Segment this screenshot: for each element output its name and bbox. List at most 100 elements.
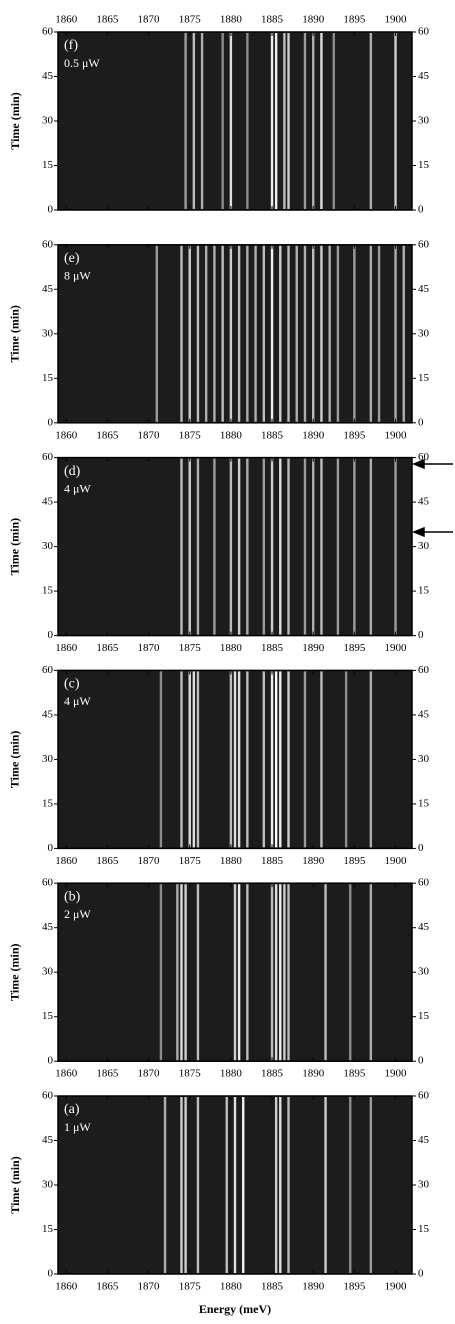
spectral-line (233, 884, 237, 1061)
panel-label: (d) (64, 464, 81, 479)
y-tick-label: 0 (48, 204, 54, 216)
spectral-line (287, 1097, 290, 1273)
spectral-line (312, 458, 315, 635)
spectral-line (402, 245, 405, 422)
x-tick-label: 1880 (220, 14, 243, 26)
spectral-line (237, 884, 241, 1061)
x-tick-label: 1885 (261, 429, 284, 441)
y-axis-label: Time (min) (8, 518, 22, 575)
y-tick-label-right: 30 (418, 753, 430, 765)
y-tick-label-right: 60 (418, 26, 430, 38)
y-tick-label: 15 (42, 1223, 54, 1235)
x-tick-label: 1890 (302, 14, 325, 26)
x-tick-label: 1885 (261, 1281, 284, 1293)
y-tick-label: 45 (42, 496, 54, 508)
power-label: 0.5 μW (64, 56, 100, 70)
panel-label: (f) (64, 38, 78, 53)
panel-label: (a) (64, 1102, 80, 1117)
x-tick-label: 1865 (96, 642, 119, 654)
x-tick-label: 1895 (343, 1281, 366, 1293)
spectral-line (295, 245, 298, 422)
spectral-line (184, 33, 187, 209)
y-tick-label-right: 15 (418, 1223, 430, 1235)
x-tick-label: 1880 (220, 1281, 243, 1293)
x-tick-label: 1880 (220, 855, 243, 867)
x-tick-label: 1865 (96, 14, 119, 26)
y-tick-label: 15 (42, 585, 54, 597)
x-tick-label: 1885 (261, 855, 284, 867)
spectral-line (283, 33, 286, 209)
spectral-line (377, 245, 381, 422)
x-tick-label: 1865 (96, 855, 119, 867)
x-tick-label: 1895 (343, 642, 366, 654)
y-tick-label: 60 (42, 1090, 54, 1102)
spectral-line (369, 884, 373, 1061)
y-tick-label: 45 (42, 1134, 54, 1146)
panel-label: (e) (64, 251, 80, 266)
x-tick-label: 1875 (179, 855, 202, 867)
x-tick-label: 1860 (55, 14, 78, 26)
x-tick-label: 1895 (343, 14, 366, 26)
y-tick-label-right: 0 (418, 1055, 424, 1067)
spectral-line (180, 458, 183, 635)
spectral-line (242, 1097, 245, 1273)
spectral-line (274, 33, 278, 209)
x-tick-label: 1860 (55, 1281, 78, 1293)
spectral-line (221, 33, 224, 209)
x-tick-label: 1860 (55, 855, 78, 867)
y-axis-label: Time (min) (8, 731, 22, 788)
spectral-line (369, 671, 373, 848)
spectral-line (312, 33, 315, 209)
spectral-line (188, 245, 191, 422)
x-tick-label: 1875 (179, 1068, 202, 1080)
x-tick-label: 1880 (220, 429, 243, 441)
spectral-line (184, 884, 187, 1061)
x-tick-label: 1890 (302, 429, 325, 441)
spectral-line (229, 245, 233, 422)
y-tick-label-right: 30 (418, 540, 430, 552)
spectral-line (270, 245, 274, 422)
spectral-line (204, 245, 208, 422)
spectral-line (279, 671, 282, 848)
y-tick-label: 30 (42, 966, 54, 978)
spectral-line (312, 245, 315, 422)
y-tick-label-right: 60 (418, 877, 430, 889)
x-tick-label: 1900 (385, 429, 408, 441)
spectral-line (287, 884, 290, 1061)
spectral-line (192, 33, 196, 209)
x-tick-label: 1900 (385, 1068, 408, 1080)
y-tick-label: 45 (42, 921, 54, 933)
spectral-line (229, 458, 233, 635)
spectral-line (336, 458, 340, 635)
spectral-line (176, 884, 179, 1061)
y-tick-label: 60 (42, 238, 54, 250)
y-tick-label: 30 (42, 327, 54, 339)
spectral-line (188, 671, 191, 848)
spectral-line (200, 33, 204, 209)
x-tick-label: 1885 (261, 14, 284, 26)
spectral-line (353, 458, 356, 635)
panel-label: (c) (64, 677, 80, 692)
x-tick-label: 1895 (343, 855, 366, 867)
x-tick-label: 1870 (138, 855, 161, 867)
spectral-line (287, 671, 290, 848)
spectral-line (233, 671, 237, 848)
plot-area (57, 31, 413, 211)
x-tick-label: 1880 (220, 1068, 243, 1080)
y-tick-label: 30 (42, 1179, 54, 1191)
x-tick-label: 1870 (138, 1281, 161, 1293)
y-tick-label-right: 30 (418, 327, 430, 339)
spectral-line (320, 245, 323, 422)
spectral-line (303, 33, 307, 209)
y-tick-label-right: 30 (418, 1179, 430, 1191)
spectral-line (213, 458, 216, 635)
spectral-line (270, 33, 274, 209)
y-tick-label-right: 30 (418, 115, 430, 127)
y-tick-label: 30 (42, 753, 54, 765)
spectral-line (262, 458, 266, 635)
x-tick-label: 1885 (261, 1068, 284, 1080)
y-tick-label: 60 (42, 877, 54, 889)
spectral-line (332, 33, 335, 209)
y-tick-label: 15 (42, 372, 54, 384)
y-tick-label: 60 (42, 664, 54, 676)
